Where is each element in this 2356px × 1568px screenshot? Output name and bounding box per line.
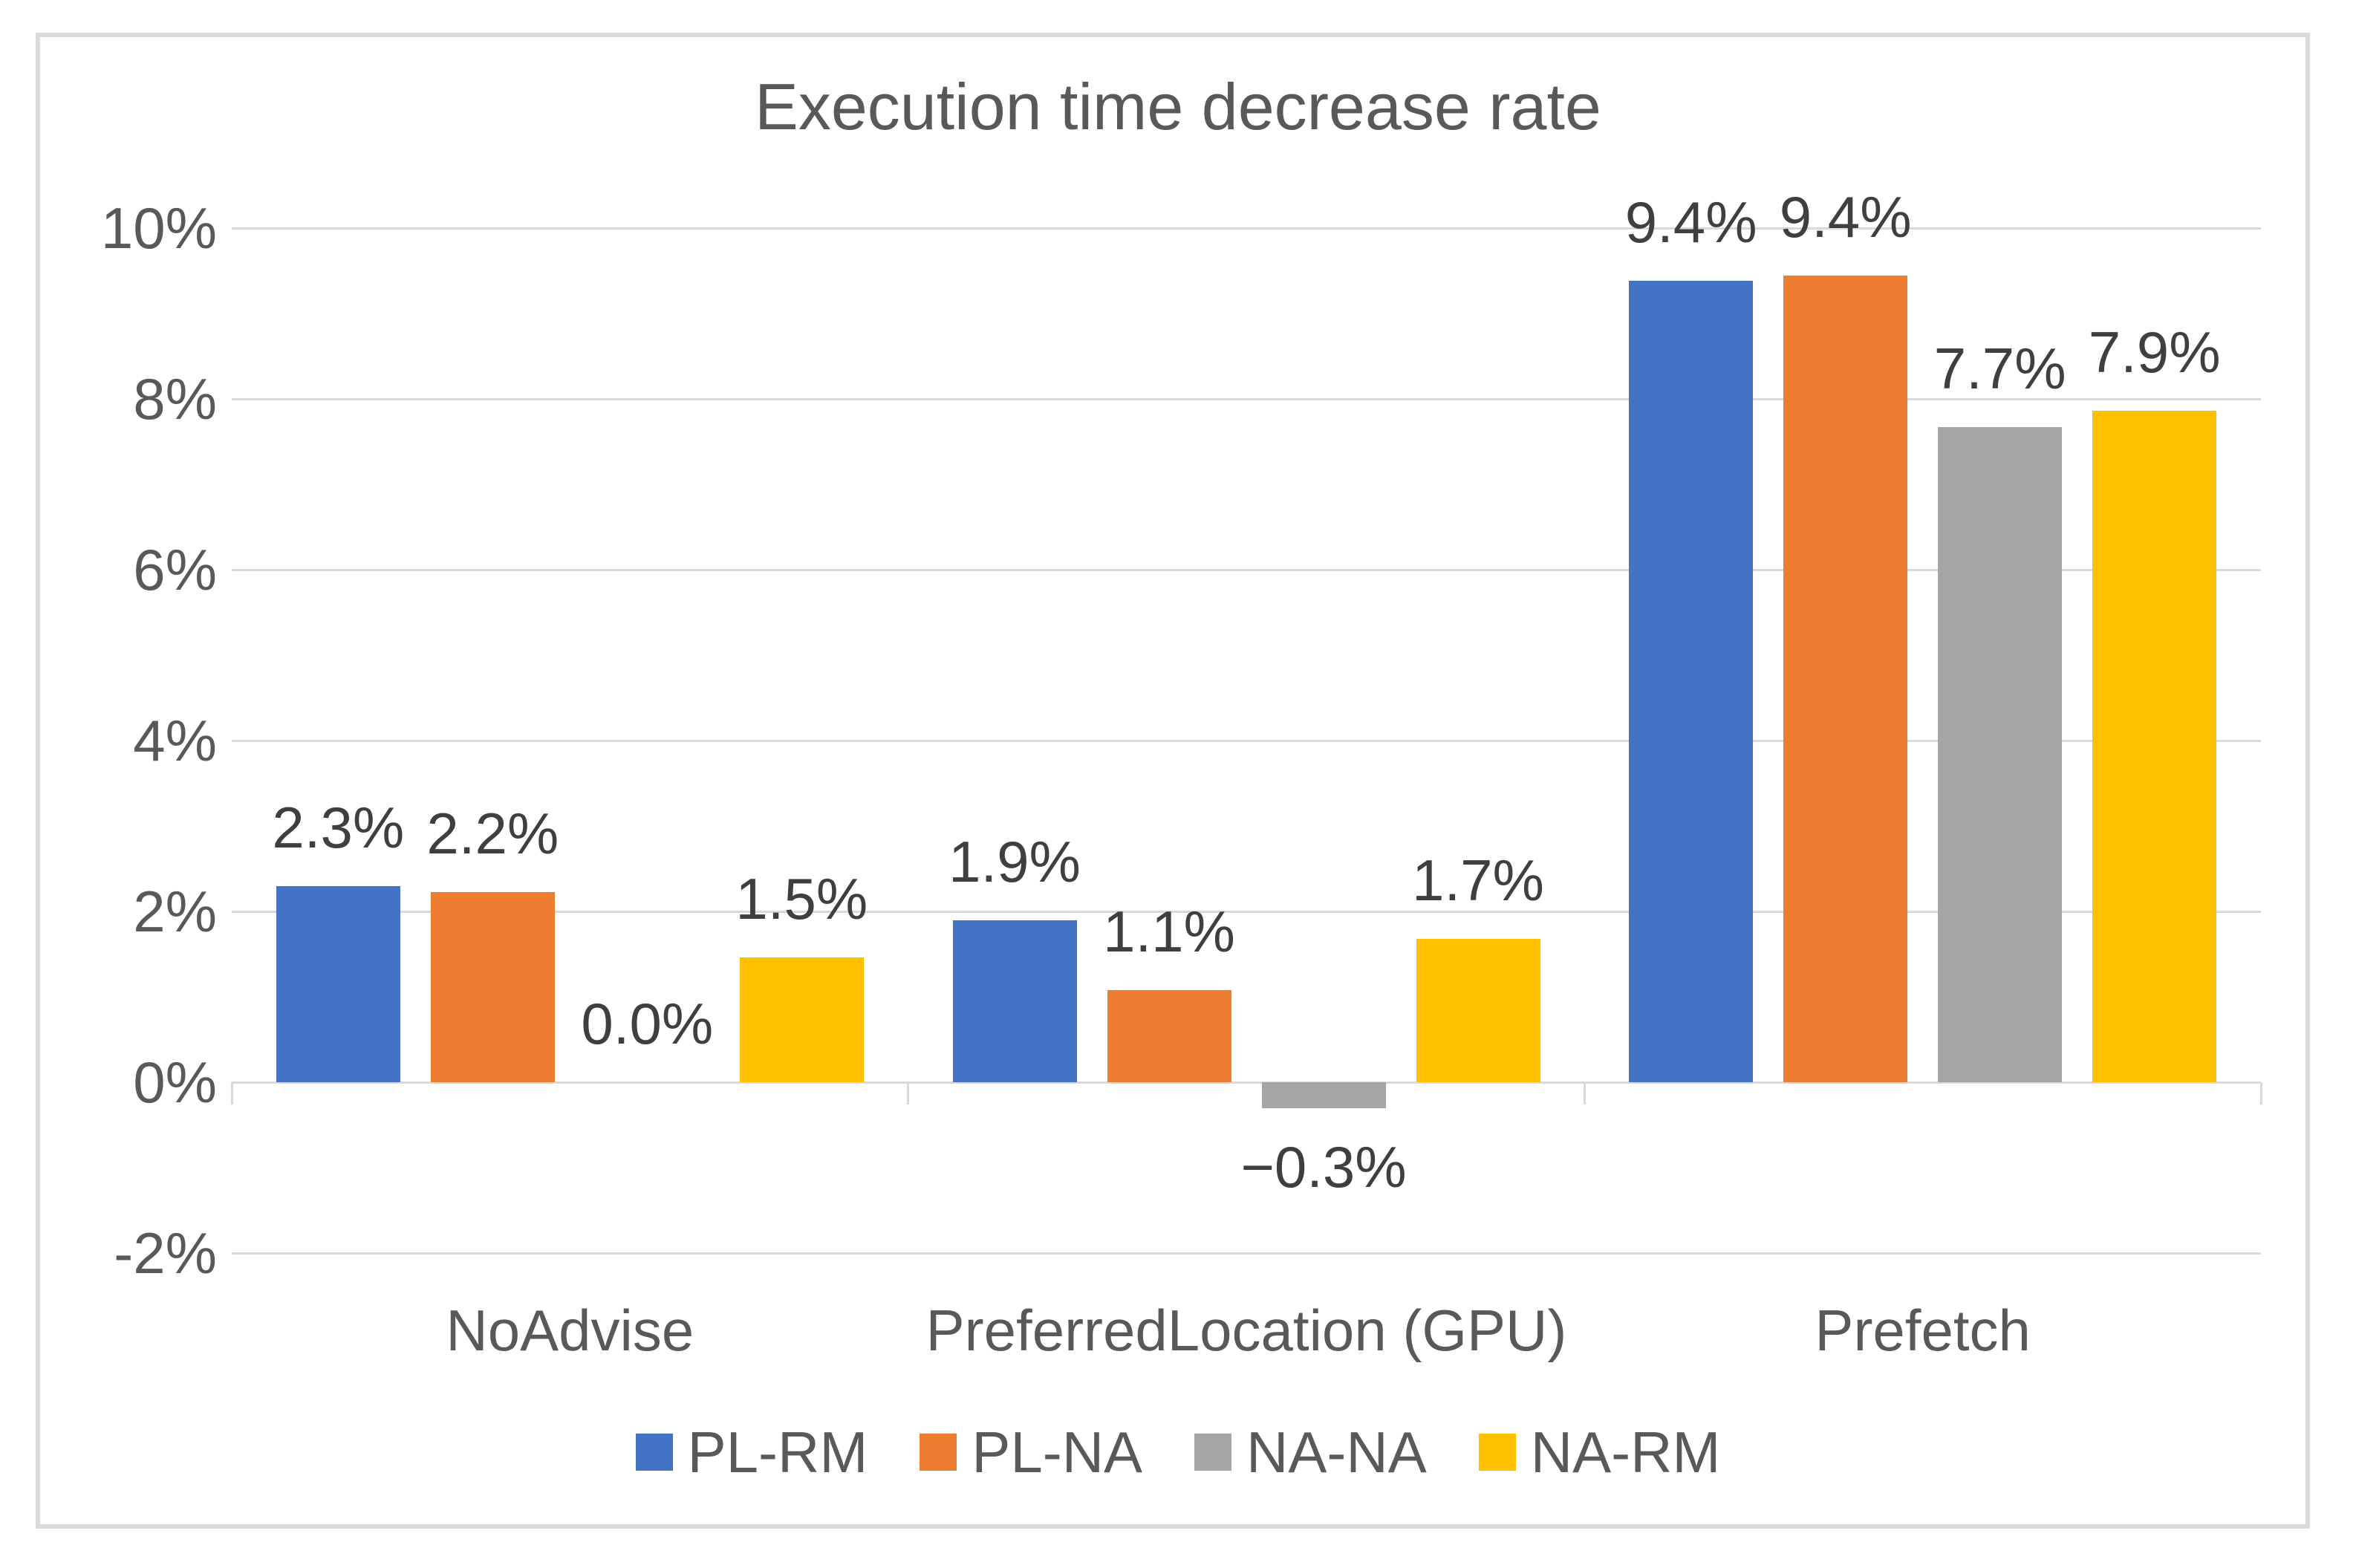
bar-na-na-2 <box>1261 1082 1386 1108</box>
x-axis-tick-mark <box>2259 1082 2262 1105</box>
gridline <box>232 227 2261 230</box>
y-axis-tick-label: 0% <box>133 1050 217 1115</box>
bar-pl-rm-3 <box>1629 281 1754 1082</box>
x-axis-tick-mark <box>230 1082 233 1105</box>
data-label: 1.1% <box>1103 898 1235 964</box>
legend-swatch-icon <box>1478 1434 1516 1471</box>
bar-na-rm-3 <box>2092 411 2217 1082</box>
data-label: 1.7% <box>1412 847 1544 913</box>
gridline <box>232 1252 2261 1255</box>
bar-pl-na-3 <box>1783 276 1908 1082</box>
gridline <box>232 398 2261 400</box>
gridline <box>232 569 2261 571</box>
legend-label: PL-RM <box>687 1419 868 1485</box>
gridline <box>232 740 2261 742</box>
x-axis-tick-mark <box>1583 1082 1586 1105</box>
gridline <box>232 911 2261 913</box>
legend-label: NA-RM <box>1530 1419 1721 1485</box>
legend-swatch-icon <box>635 1434 673 1471</box>
y-axis-tick-label: 6% <box>133 537 217 602</box>
data-label: −0.3% <box>1240 1133 1407 1200</box>
data-label: 1.9% <box>948 828 1081 894</box>
bar-na-rm-1 <box>739 957 864 1082</box>
bar-pl-rm-1 <box>276 885 400 1082</box>
y-axis-tick-label: 4% <box>133 708 217 773</box>
x-axis-category-label: PreferredLocation (GPU) <box>925 1298 1567 1363</box>
data-label: 7.7% <box>1933 335 2066 401</box>
legend-swatch-icon <box>1194 1434 1232 1471</box>
y-axis-tick-label: 2% <box>133 879 217 944</box>
data-label: 2.3% <box>272 794 405 860</box>
legend-item-na-rm: NA-RM <box>1478 1419 1721 1485</box>
chart-border <box>36 33 2310 1529</box>
y-axis-tick-label: 8% <box>133 366 217 432</box>
legend-label: NA-NA <box>1246 1419 1427 1485</box>
legend-label: PL-NA <box>972 1419 1143 1485</box>
bar-na-rm-2 <box>1416 938 1540 1082</box>
x-axis-category-label: NoAdvise <box>446 1298 694 1363</box>
data-label: 7.9% <box>2088 319 2221 386</box>
legend-swatch-icon <box>920 1434 957 1471</box>
data-label: 0.0% <box>581 991 714 1056</box>
legend-item-na-na: NA-NA <box>1194 1423 1427 1481</box>
y-axis-tick-label: -2% <box>114 1220 217 1286</box>
x-axis-tick-mark <box>907 1082 910 1105</box>
y-axis-tick-label: 10% <box>100 195 217 261</box>
bar-pl-na-2 <box>1107 989 1231 1082</box>
data-label: 9.4% <box>1624 189 1757 256</box>
x-axis-line <box>232 1081 2261 1084</box>
chart-title: Execution time decrease rate <box>755 70 1601 143</box>
x-axis-category-label: Prefetch <box>1815 1298 2031 1363</box>
bar-pl-rm-2 <box>952 920 1077 1082</box>
data-label: 2.2% <box>426 800 559 866</box>
legend: PL-RM PL-NA NA-NA NA-RM <box>0 1411 2356 1493</box>
legend-item-pl-rm: PL-RM <box>635 1419 868 1485</box>
data-label: 9.4% <box>1779 184 1912 250</box>
data-label: 1.5% <box>735 866 868 932</box>
bar-pl-na-1 <box>430 891 555 1082</box>
legend-item-pl-na: PL-NA <box>920 1423 1142 1481</box>
bar-na-na-3 <box>1938 426 2063 1082</box>
